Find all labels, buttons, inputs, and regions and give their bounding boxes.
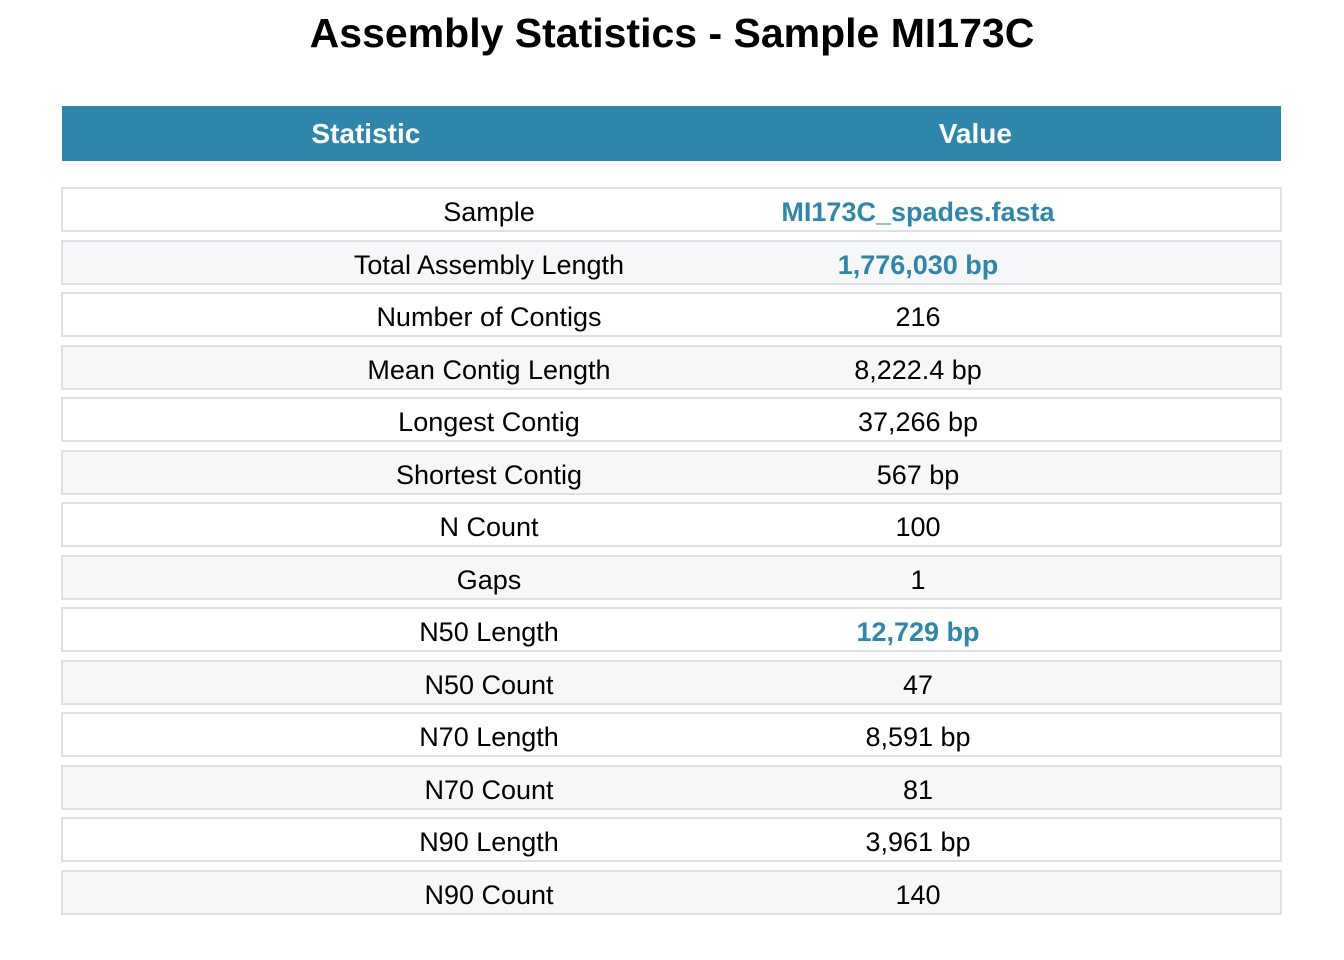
value-cell: 216 [895, 302, 941, 332]
table-row: Shortest Contig 567 bp [61, 449, 1282, 495]
statistic-cell: Total Assembly Length [353, 249, 625, 280]
table-row: Sample MI173C_spades.fasta [61, 187, 1282, 232]
statistic-cell: N50 Length [419, 617, 559, 647]
value-cell: 1,776,030 bp [837, 249, 999, 280]
statistic-cell: Gaps [456, 564, 522, 595]
value-cell: 1 [910, 564, 926, 595]
header-statistic: Statistic [311, 117, 421, 149]
value-cell: 12,729 bp [856, 617, 980, 647]
table-row: Longest Contig 37,266 bp [61, 397, 1282, 442]
statistic-cell: Mean Contig Length [367, 354, 611, 385]
table-row: N70 Length 8,591 bp [61, 712, 1282, 757]
value-cell: 100 [895, 512, 941, 542]
table-row: Number of Contigs 216 [61, 292, 1282, 337]
value-cell: 8,591 bp [865, 722, 971, 752]
table-row: Gaps 1 [61, 554, 1282, 600]
table-header: Statistic Value [62, 106, 1281, 161]
value-cell: 37,266 bp [857, 407, 979, 437]
table-body: Sample MI173C_spades.fasta Total Assembly … [61, 187, 1282, 922]
statistic-cell: N90 Length [419, 827, 559, 857]
table-row: N50 Length 12,729 bp [61, 607, 1282, 652]
statistic-cell: Number of Contigs [376, 302, 602, 332]
table-row: Mean Contig Length 8,222.4 bp [61, 344, 1282, 390]
statistic-cell: N Count [439, 512, 539, 542]
table-row: N90 Count 140 [61, 869, 1282, 915]
table-row: N Count 100 [61, 502, 1282, 547]
statistic-cell: Longest Contig [398, 407, 580, 437]
statistic-cell: N90 Count [424, 879, 554, 910]
table-row: N90 Length 3,961 bp [61, 817, 1282, 862]
statistic-cell: Shortest Contig [395, 459, 583, 490]
statistic-cell: Sample [443, 197, 535, 227]
statistic-cell: N70 Length [419, 722, 559, 752]
table-row: Total Assembly Length 1,776,030 bp [61, 239, 1282, 285]
value-cell: 567 bp [876, 459, 960, 490]
value-cell: 3,961 bp [865, 827, 971, 857]
value-cell: 140 [895, 879, 941, 910]
table-row: N70 Count 81 [61, 764, 1282, 810]
header-value: Value [938, 117, 1012, 149]
statistic-cell: N50 Count [424, 669, 554, 700]
statistic-cell: N70 Count [424, 774, 554, 805]
table-title: Assembly Statistics - Sample MI173C [309, 10, 1035, 56]
value-cell: 8,222.4 bp [854, 354, 982, 385]
value-cell: 81 [902, 774, 934, 805]
value-cell: 47 [902, 669, 934, 700]
table-row: N50 Count 47 [61, 659, 1282, 705]
value-cell: MI173C_spades.fasta [781, 197, 1055, 227]
